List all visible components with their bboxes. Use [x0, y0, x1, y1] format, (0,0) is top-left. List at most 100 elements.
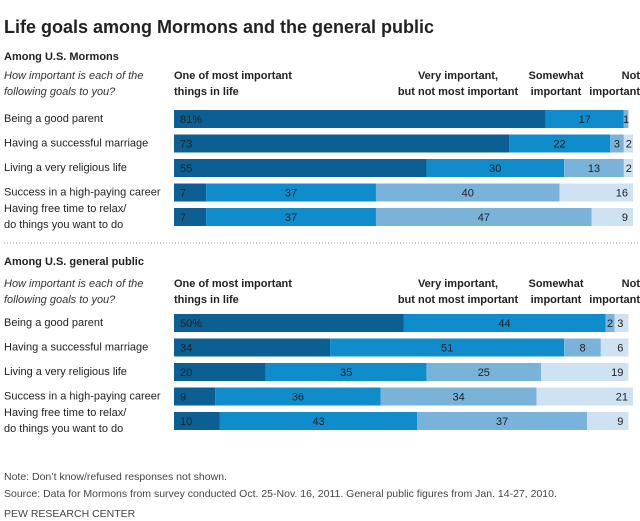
bar-segment: [174, 183, 207, 202]
bar-segment: [174, 110, 546, 128]
value-label: 36: [292, 391, 304, 403]
bar-segment: [206, 183, 376, 202]
value-label: 35: [340, 367, 352, 379]
question: How important is each of the following go…: [4, 278, 143, 306]
value-label: 7: [180, 212, 186, 224]
legend-label: Very important, but not most important: [398, 278, 519, 306]
bar-segment: [426, 159, 565, 177]
value-label: 51: [441, 342, 453, 354]
question: How important is each of the following go…: [4, 70, 143, 98]
bar-segment: [380, 387, 537, 406]
value-label: 40: [462, 187, 474, 199]
bar-segment: [265, 363, 427, 381]
value-label: 13: [588, 163, 600, 175]
bar-segment: [559, 183, 633, 202]
value-label: 17: [579, 114, 591, 126]
bar-segment: [375, 208, 592, 226]
value-label: 3: [617, 318, 623, 330]
bar-segment: [623, 159, 633, 177]
value-label: 6: [617, 342, 623, 354]
note: Note: Don’t know/refused responses not s…: [4, 471, 227, 483]
value-label: 10: [180, 416, 192, 428]
value-label: 81%: [180, 114, 202, 126]
category-label: Being a good parent: [4, 113, 103, 125]
value-label: 3: [614, 138, 620, 150]
value-label: 21: [616, 391, 628, 403]
value-label: 2: [607, 318, 613, 330]
bar-segment: [174, 412, 220, 430]
value-label: 47: [478, 212, 490, 224]
value-label: 25: [478, 367, 490, 379]
value-label: 34: [180, 342, 192, 354]
bar-segment: [206, 208, 376, 226]
bar-segment: [614, 314, 629, 332]
value-label: 9: [180, 391, 186, 403]
value-label: 1: [623, 114, 629, 126]
bar-segment: [605, 314, 615, 332]
bar-segment: [591, 208, 633, 226]
bar-segment: [426, 363, 542, 381]
value-label: 16: [616, 187, 628, 199]
bar-segment: [509, 134, 611, 153]
bar-segment: [219, 412, 418, 430]
value-label: 9: [617, 416, 623, 428]
value-label: 37: [496, 416, 508, 428]
category-label: Living a very religious life: [4, 366, 127, 378]
bar-segment: [600, 338, 629, 357]
bar-segment: [174, 314, 404, 332]
value-label: 37: [285, 212, 297, 224]
bar-segment: [174, 338, 331, 357]
value-label: 30: [489, 163, 501, 175]
value-label: 20: [180, 367, 192, 379]
bar-segment: [541, 363, 629, 381]
value-label: 9: [622, 212, 628, 224]
value-label: 2: [626, 138, 632, 150]
value-label: 44: [498, 318, 510, 330]
legend-label: One of most important things in life: [174, 70, 292, 98]
bar-segment: [623, 134, 633, 153]
value-label: 8: [579, 342, 585, 354]
value-label: 22: [553, 138, 565, 150]
value-label: 37: [285, 187, 297, 199]
category-label: Having free time to relax/do things you …: [4, 203, 127, 231]
value-label: 73: [180, 138, 192, 150]
category-label: Having free time to relax/do things you …: [4, 407, 127, 435]
category-label: Having a successful marriage: [4, 137, 148, 149]
bar-segment: [564, 159, 624, 177]
bar-segment: [610, 134, 624, 153]
bar-segment: [174, 134, 510, 153]
section-heading: Among U.S. Mormons: [4, 51, 119, 63]
legend-label: One of most important things in life: [174, 278, 292, 306]
chart-title: Life goals among Mormons and the general…: [4, 17, 434, 37]
category-label: Success in a high-paying career: [4, 186, 161, 198]
legend-label: Not important: [589, 278, 640, 306]
category-label: Having a successful marriage: [4, 341, 148, 353]
bar-segment: [174, 208, 207, 226]
bar-segment: [375, 183, 560, 202]
bar-segment: [623, 110, 629, 128]
bar-segment: [174, 363, 266, 381]
legend-label: Somewhat important: [528, 70, 583, 98]
value-label: 19: [611, 367, 623, 379]
category-label: Being a good parent: [4, 317, 103, 329]
value-label: 43: [312, 416, 324, 428]
bar-segment: [403, 314, 606, 332]
bar-segment: [215, 387, 381, 406]
bar-segment: [536, 387, 633, 406]
value-label: 50%: [180, 318, 202, 330]
value-label: 7: [180, 187, 186, 199]
value-label: 55: [180, 163, 192, 175]
legend-label: Very important, but not most important: [398, 70, 519, 98]
bar-segment: [545, 110, 624, 128]
section-heading: Among U.S. general public: [4, 256, 144, 268]
bar-segment: [174, 159, 427, 177]
legend-label: Not important: [589, 70, 640, 98]
bar-segment: [587, 412, 629, 430]
bar-segment: [174, 387, 216, 406]
value-label: 2: [626, 163, 632, 175]
category-label: Success in a high-paying career: [4, 390, 161, 402]
footer: PEW RESEARCH CENTER: [4, 508, 136, 520]
bar-segment: [330, 338, 565, 357]
value-label: 34: [452, 391, 464, 403]
